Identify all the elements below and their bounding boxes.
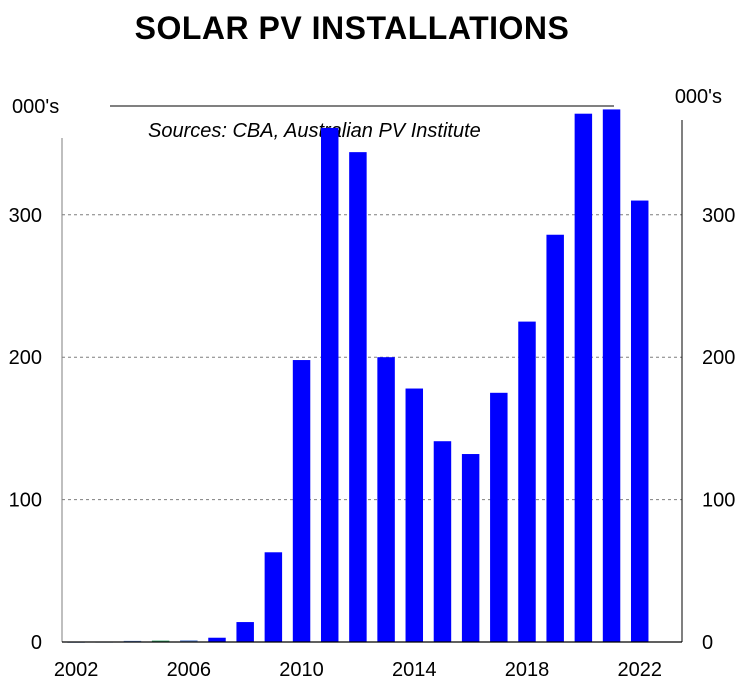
bars	[67, 109, 649, 643]
y-tick-label-right-200: 200	[702, 347, 735, 369]
bar-2015	[433, 441, 452, 642]
y-tick-label-right-0: 0	[702, 632, 713, 654]
bar-2021	[602, 109, 621, 642]
right-axis-unit-label: 000's	[674, 86, 722, 108]
bar-2008	[236, 622, 254, 642]
y-tick-label-left-300: 300	[9, 205, 42, 227]
bar-2019	[546, 234, 564, 642]
x-tick-label-2018: 2018	[505, 659, 550, 681]
tick-labels: 0 0 100 100 200 200 300 300 2002 2006 2010 2014 2018…	[9, 205, 736, 681]
x-tick-label-2002: 2002	[54, 659, 99, 681]
bar-2010	[292, 360, 311, 642]
x-tick-label-2014: 2014	[392, 659, 437, 681]
y-tick-label-left-0: 0	[31, 632, 42, 654]
bar-2007	[208, 637, 226, 642]
bar-2020	[574, 113, 593, 643]
x-tick-label-2006: 2006	[167, 659, 212, 681]
bar-2005	[151, 640, 170, 642]
x-tick-label-2010: 2010	[279, 659, 324, 681]
bar-2022	[630, 200, 649, 642]
bar-2013	[377, 357, 395, 642]
bar-2014	[405, 388, 424, 642]
bar-2012	[349, 152, 367, 643]
chart-title: SOLAR PV INSTALLATIONS	[134, 10, 570, 46]
x-tick-label-2022: 2022	[617, 659, 662, 681]
bar-2016	[461, 454, 480, 642]
y-tick-label-left-100: 100	[9, 490, 42, 512]
y-tick-label-left-200: 200	[9, 347, 42, 369]
y-tick-label-right-100: 100	[702, 490, 735, 512]
bar-2018	[518, 321, 536, 642]
bar-2011	[320, 127, 339, 643]
bar-2006	[180, 640, 198, 642]
y-tick-label-right-300: 300	[702, 205, 735, 227]
bar-2009	[264, 552, 283, 642]
bar-2017	[490, 392, 508, 642]
source-note: Sources: CBA, Australian PV Institute	[148, 120, 481, 142]
axes	[61, 120, 683, 643]
left-axis-unit-label: 000's	[12, 96, 60, 118]
